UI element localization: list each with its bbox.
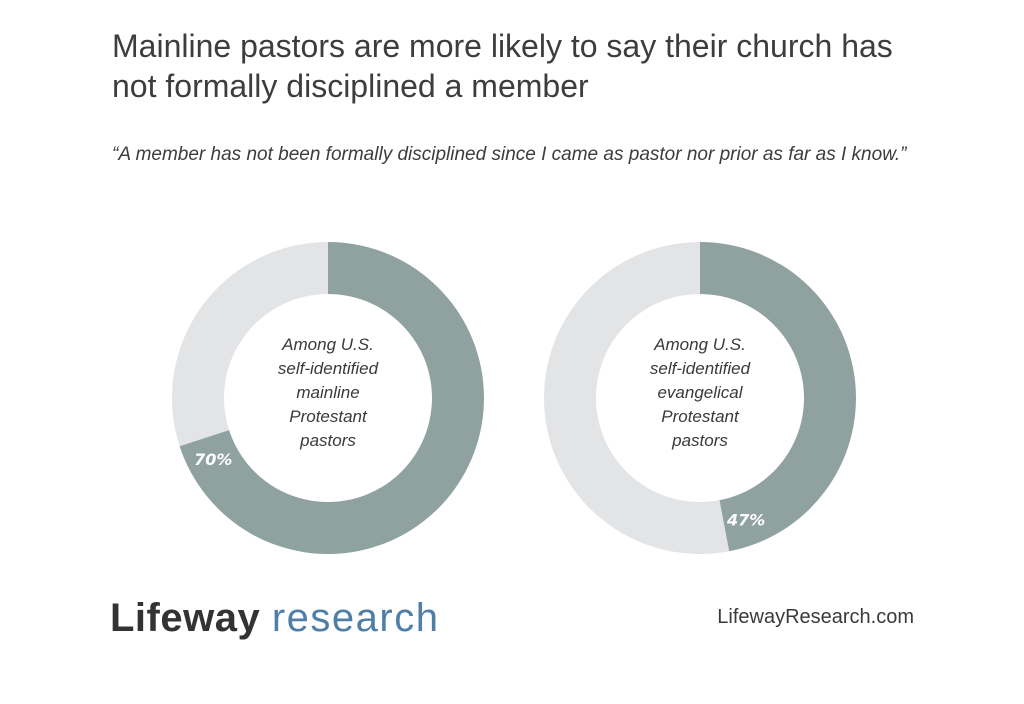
donut-center-label: Among U.S. self-identified mainline Prot…: [277, 335, 379, 450]
donut-value-label: 70%: [194, 450, 232, 469]
logo-sub: research: [271, 596, 440, 640]
donut-value-slice: [179, 242, 484, 554]
donut-value-label: 47%: [726, 511, 765, 530]
donut-svg-mainline: 70%: [171, 242, 484, 554]
donut-center-label: Among U.S. self-identified evangelical P…: [649, 335, 751, 450]
logo-brand: Lifeway: [110, 596, 261, 640]
website-link[interactable]: LifewayResearch.com: [717, 606, 914, 628]
donut-svg-evangelical: 47%: [544, 242, 857, 554]
lifeway-research-logo: Lifeway research: [110, 594, 439, 642]
donut-chart-mainline: 70% Among U.S. self-identified mainline …: [168, 238, 488, 558]
donut-remainder-slice: [171, 242, 328, 447]
chart-title: Mainline pastors are more likely to say …: [112, 28, 893, 104]
donut-remainder-slice: [544, 242, 730, 554]
donut-value-slice: [700, 242, 857, 552]
donut-chart-evangelical: 47% Among U.S. self-identified evangelic…: [540, 238, 860, 558]
chart-subtitle: “A member has not been formally discipli…: [112, 144, 907, 165]
